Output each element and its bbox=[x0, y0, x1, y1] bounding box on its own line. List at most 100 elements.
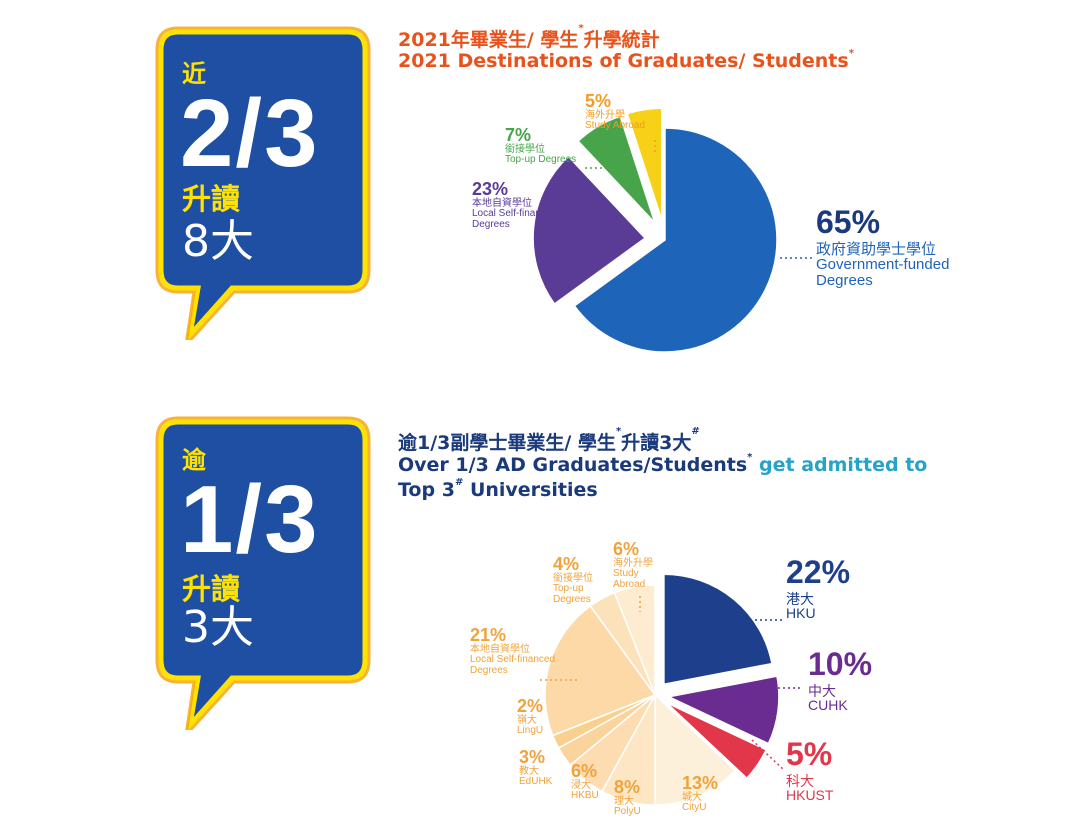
label-zh: 港大 bbox=[786, 590, 814, 607]
pie-chart-destinations bbox=[532, 107, 812, 353]
bubble-fraction: 2/3 bbox=[180, 80, 320, 187]
label-zh: 科大 bbox=[786, 772, 814, 789]
label-zh: 中大 bbox=[808, 682, 836, 699]
pct: 65% bbox=[816, 204, 881, 240]
pie-slice-top-up bbox=[577, 115, 656, 224]
leader-line-hkust bbox=[751, 739, 785, 771]
pct: 7% bbox=[505, 125, 532, 145]
label-en: Government-funded bbox=[816, 256, 950, 274]
pct: 22% bbox=[786, 554, 851, 590]
label-zh: 城大 bbox=[682, 791, 702, 803]
pct: 4% bbox=[553, 554, 580, 574]
label-abroad: 5% 海外升學 Study Abroad bbox=[585, 92, 645, 132]
bubble-fraction: 1/3 bbox=[180, 466, 320, 573]
title-mark: * bbox=[848, 48, 854, 59]
label-en: Top-up bbox=[553, 583, 584, 595]
speech-bubble-shape bbox=[155, 416, 371, 730]
pct: 23% bbox=[472, 179, 509, 199]
pct: 5% bbox=[585, 91, 612, 111]
section1-title-zh: 2021年畢業生/ 學生*升學統計 bbox=[398, 23, 660, 52]
label-hkust: 5% 科大 HKUST bbox=[786, 736, 834, 804]
title-en-text: Over 1/3 AD Graduates/Students bbox=[398, 454, 748, 476]
section1-title-en: 2021 Destinations of Graduates/ Students… bbox=[398, 48, 854, 72]
pie-slice-hkust bbox=[666, 702, 768, 780]
label-en: EdUHK bbox=[519, 776, 553, 788]
label-zh: 嶺大 bbox=[517, 714, 537, 726]
label-abroad2: 6% 海外升學 Study Abroad bbox=[613, 540, 653, 590]
label-gov: 65% 政府資助學士學位 Government-funded Degrees bbox=[816, 204, 950, 290]
label-en: Degrees bbox=[472, 218, 510, 230]
label-polyu: 8% 理大 PolyU bbox=[614, 778, 641, 818]
label-en: PolyU bbox=[614, 806, 641, 818]
bubble-universities: 8大 bbox=[182, 216, 254, 267]
label-zh: 海外升學 bbox=[585, 109, 625, 121]
pie-slice-study-abroad bbox=[613, 584, 656, 696]
section2-title-zh: 逾1/3副學士畢業生/ 學生*升讀3大# bbox=[398, 426, 700, 455]
title-mark: * bbox=[747, 452, 753, 463]
section2-title-en-line1: Over 1/3 AD Graduates/Students* get admi… bbox=[398, 452, 928, 476]
label-en: Local Self-financed bbox=[472, 208, 558, 220]
speech-bubble-1: 近 2/3 升讀 8大 bbox=[0, 20, 380, 340]
label-en: HKBU bbox=[571, 790, 599, 802]
label-en: Abroad bbox=[613, 578, 646, 590]
pie-slice-hku bbox=[663, 573, 773, 686]
label-topup: 7% 銜接學位 Top-up Degrees bbox=[505, 126, 576, 166]
section2-title-en-line2: Top 3# Universities bbox=[398, 477, 598, 501]
label-en: Degrees bbox=[816, 272, 873, 290]
speech-bubble-2: 逾 1/3 升讀 3大 bbox=[0, 410, 380, 730]
label-zh: 銜接學位 bbox=[505, 143, 545, 155]
label-zh: 本地自資學位 bbox=[472, 197, 532, 209]
label-cityu: 13% 城大 CityU bbox=[682, 774, 718, 814]
label-hkbu: 6% 浸大 HKBU bbox=[571, 762, 599, 802]
bubble-prefix: 近 bbox=[182, 60, 206, 88]
title-en-text: Top 3 bbox=[398, 479, 455, 501]
label-local: 23% 本地自資學位 Local Self-financed Degrees bbox=[472, 180, 557, 230]
label-en: Study bbox=[613, 568, 639, 580]
label-en: Degrees bbox=[553, 593, 591, 605]
label-zh: 教大 bbox=[519, 765, 539, 777]
label-en: HKUST bbox=[786, 787, 834, 804]
title-mark: * bbox=[578, 23, 584, 34]
title-zh-text: 逾1/3副學士畢業生/ 學生 bbox=[398, 432, 616, 454]
label-eduhk: 3% 教大 EdUHK bbox=[519, 748, 552, 788]
label-en: Local Self-financed bbox=[470, 654, 556, 666]
label-zh: 海外升學 bbox=[613, 557, 653, 569]
label-hku: 22% 港大 HKU bbox=[786, 554, 851, 622]
label-zh: 政府資助學士學位 bbox=[816, 240, 937, 258]
title-mark: # bbox=[691, 426, 700, 437]
title-en-text: 2021 Destinations of Graduates/ Students bbox=[398, 50, 849, 72]
label-zh: 理大 bbox=[614, 795, 634, 807]
speech-bubble-shape bbox=[155, 26, 371, 340]
pie-slice-local-self-financed bbox=[532, 155, 647, 305]
label-en: Study Abroad bbox=[585, 120, 646, 132]
label-en: CityU bbox=[682, 802, 707, 814]
label-en: LingU bbox=[517, 725, 544, 737]
label-local2: 21% 本地自資學位 Local Self-financed Degrees bbox=[470, 626, 555, 676]
label-cuhk: 10% 中大 CUHK bbox=[808, 647, 872, 714]
pie-slice-government-funded bbox=[573, 127, 778, 353]
title-en-text: Universities bbox=[463, 479, 598, 501]
pie-slice-local-self-financed bbox=[544, 604, 657, 737]
pie-slice-study-abroad bbox=[626, 107, 663, 221]
label-zh: 本地自資學位 bbox=[470, 643, 530, 655]
pie-slice-cuhk bbox=[666, 675, 780, 745]
pct: 21% bbox=[470, 625, 507, 645]
pct: 13% bbox=[682, 773, 719, 793]
title-zh-tail: 升讀3大 bbox=[621, 432, 692, 454]
label-topup2: 4% 銜接學位 Top-up Degrees bbox=[553, 555, 593, 605]
label-en: CUHK bbox=[808, 697, 848, 714]
bubble-prefix: 逾 bbox=[182, 446, 206, 474]
pct: 8% bbox=[614, 777, 641, 797]
title-mark: * bbox=[615, 426, 622, 437]
title-zh-text: 2021年畢業生/ 學生 bbox=[398, 29, 579, 51]
title-en-highlight: get admitted to bbox=[752, 454, 928, 476]
pct: 2% bbox=[517, 696, 544, 716]
label-en: HKU bbox=[786, 605, 816, 622]
pct: 3% bbox=[519, 747, 546, 767]
title-mark: # bbox=[454, 477, 464, 488]
label-zh: 銜接學位 bbox=[553, 572, 593, 584]
pct: 6% bbox=[613, 539, 640, 559]
pct: 5% bbox=[786, 736, 833, 772]
bubble-action: 升讀 bbox=[182, 182, 241, 216]
